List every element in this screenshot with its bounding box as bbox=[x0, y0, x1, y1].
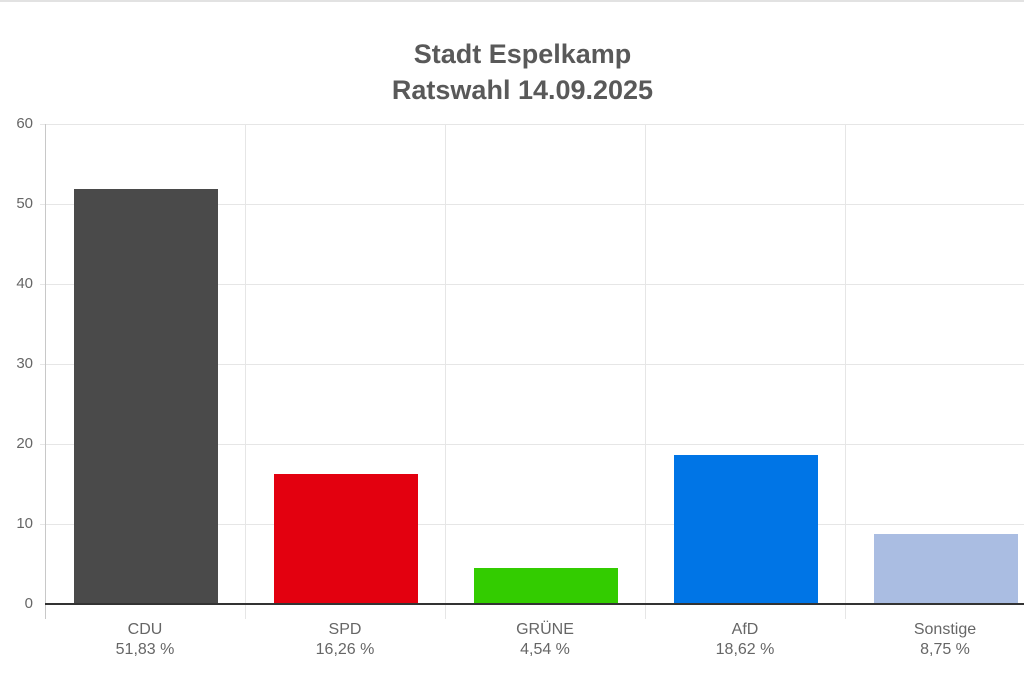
x-axis bbox=[45, 603, 1024, 605]
y-tick-0: 0 bbox=[24, 595, 33, 612]
party-percent: 4,54 % bbox=[520, 641, 570, 658]
y-tick-10: 10 bbox=[16, 515, 33, 532]
y-tick-20: 20 bbox=[16, 435, 33, 452]
bar-spd[interactable] bbox=[274, 473, 418, 604]
y-tick-50: 50 bbox=[16, 195, 33, 212]
party-name: AfD bbox=[731, 621, 759, 638]
gridline-50 bbox=[40, 204, 1024, 205]
x-label-gruene: GRÜNE 4,54 % bbox=[445, 620, 645, 660]
y-tick-40: 40 bbox=[16, 275, 33, 292]
bar-cdu[interactable] bbox=[74, 189, 218, 604]
gridline-v-3 bbox=[645, 124, 646, 619]
party-percent: 16,26 % bbox=[315, 641, 375, 658]
x-label-sonstige: Sonstige 8,75 % bbox=[845, 620, 1024, 660]
party-percent: 51,83 % bbox=[115, 641, 175, 658]
party-name: Sonstige bbox=[913, 621, 977, 638]
gridline-v-2 bbox=[445, 124, 446, 619]
x-label-afd: AfD 18,62 % bbox=[645, 620, 845, 660]
party-percent: 8,75 % bbox=[920, 641, 970, 658]
gridline-40 bbox=[40, 284, 1024, 285]
gridline-v-1 bbox=[245, 124, 246, 619]
gridline-v-4 bbox=[845, 124, 846, 619]
x-label-spd: SPD 16,26 % bbox=[245, 620, 445, 660]
chart-subtitle: Ratswahl 14.09.2025 bbox=[391, 75, 654, 105]
y-tick-30: 30 bbox=[16, 355, 33, 372]
bar-gruene[interactable] bbox=[474, 567, 618, 604]
gridline-30 bbox=[40, 364, 1024, 365]
bar-sonstige[interactable] bbox=[874, 534, 1018, 604]
chart-title: Stadt Espelkamp bbox=[413, 39, 632, 69]
y-tick-60: 60 bbox=[16, 115, 33, 132]
party-name: SPD bbox=[328, 621, 362, 638]
party-name: GRÜNE bbox=[516, 621, 574, 638]
x-label-cdu: CDU 51,83 % bbox=[45, 620, 245, 660]
party-name: CDU bbox=[127, 621, 163, 638]
gridline-20 bbox=[40, 444, 1024, 445]
bar-afd[interactable] bbox=[674, 455, 818, 604]
top-border bbox=[0, 0, 1024, 2]
party-percent: 18,62 % bbox=[715, 641, 775, 658]
y-axis bbox=[45, 124, 46, 619]
gridline-10 bbox=[40, 524, 1024, 525]
gridline-60 bbox=[40, 124, 1024, 125]
